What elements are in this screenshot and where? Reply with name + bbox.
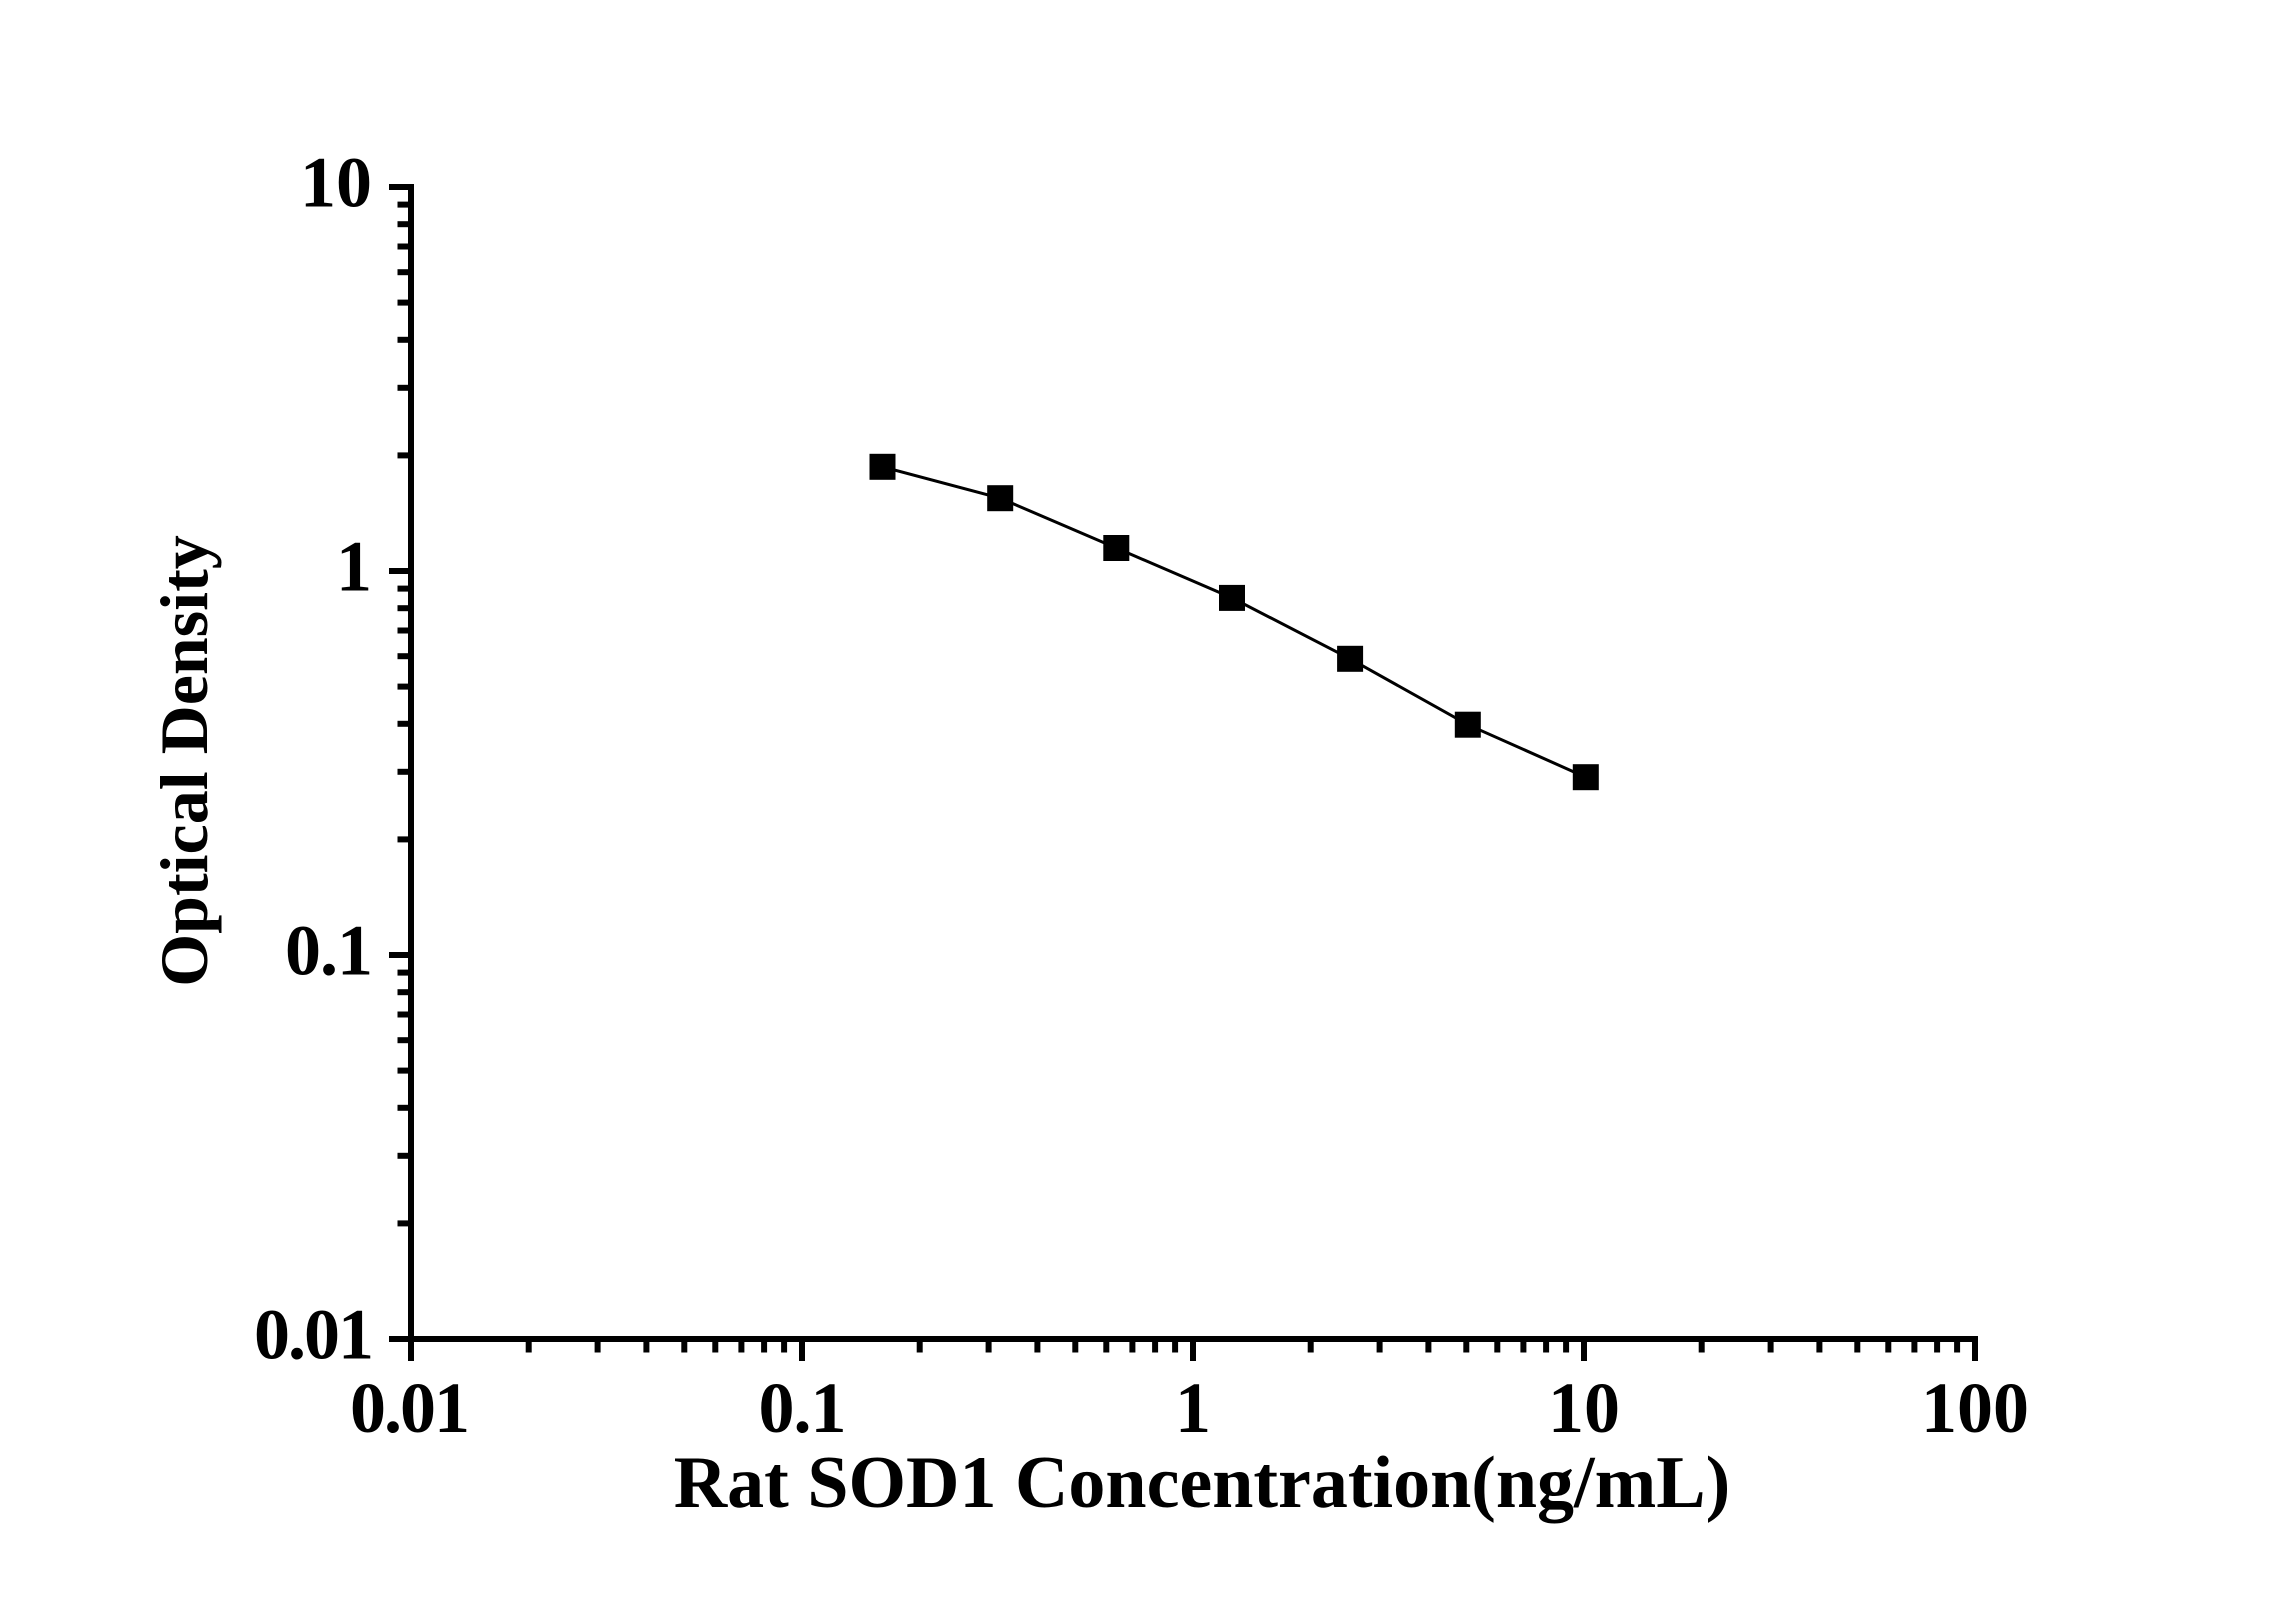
- svg-text:10: 10: [300, 143, 372, 223]
- svg-text:10: 10: [1548, 1368, 1620, 1448]
- svg-text:0.1: 0.1: [285, 911, 372, 991]
- svg-text:0.1: 0.1: [759, 1368, 846, 1448]
- svg-text:0.01: 0.01: [350, 1368, 468, 1448]
- svg-text:100: 100: [1921, 1368, 2029, 1448]
- svg-text:Optical Density: Optical Density: [146, 535, 222, 986]
- svg-text:1: 1: [336, 527, 372, 607]
- svg-text:0.01: 0.01: [254, 1295, 372, 1375]
- svg-text:1: 1: [1175, 1368, 1211, 1448]
- svg-text:Rat SOD1 Concentration(ng/mL): Rat SOD1 Concentration(ng/mL): [674, 1442, 1731, 1524]
